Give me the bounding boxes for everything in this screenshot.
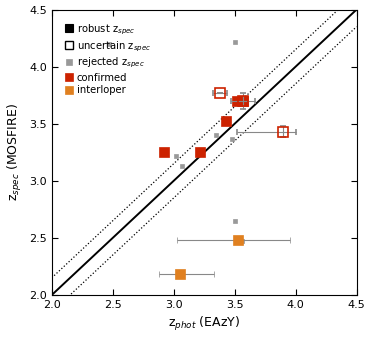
- Legend: robust z$_{spec}$, uncertain z$_{spec}$, rejected z$_{spec}$, confirmed, interlo: robust z$_{spec}$, uncertain z$_{spec}$,…: [63, 20, 153, 98]
- Y-axis label: z$_{spec}$ (MOSFIRE): z$_{spec}$ (MOSFIRE): [6, 103, 23, 201]
- X-axis label: z$_{phot}$ (EAzY): z$_{phot}$ (EAzY): [168, 316, 240, 334]
